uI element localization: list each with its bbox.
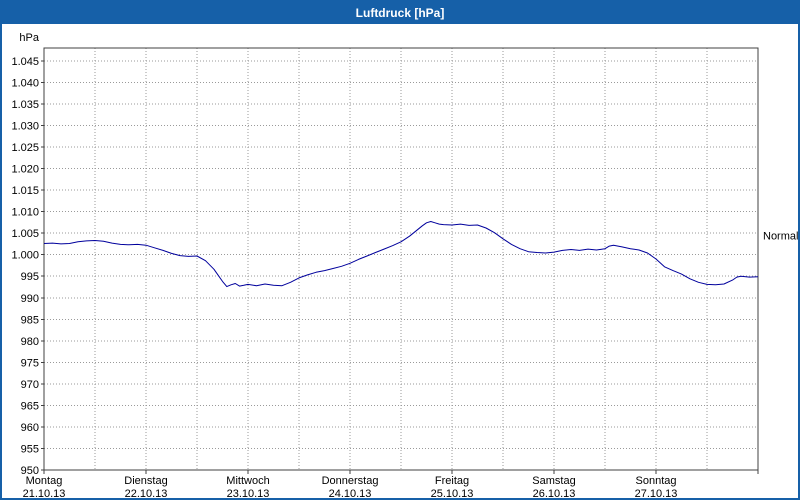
x-date-label: 21.10.13 — [23, 488, 66, 498]
y-tick-label: 1.045 — [11, 56, 39, 68]
y-tick-label: 985 — [21, 314, 39, 326]
y-tick-label: 980 — [21, 336, 39, 348]
normal-label: Normal — [763, 230, 798, 242]
y-tick-label: 1.015 — [11, 185, 39, 197]
y-axis-unit-label: hPa — [19, 32, 39, 44]
y-tick-label: 1.020 — [11, 164, 39, 176]
x-day-label: Donnerstag — [322, 475, 379, 487]
y-tick-label: 955 — [21, 443, 39, 455]
y-tick-label: 1.035 — [11, 99, 39, 111]
x-date-label: 26.10.13 — [533, 488, 576, 498]
x-day-label: Freitag — [435, 475, 469, 487]
plot-frame — [43, 47, 759, 471]
y-tick-label: 990 — [21, 293, 39, 305]
x-date-label: 24.10.13 — [329, 488, 372, 498]
y-tick-label: 950 — [21, 465, 39, 477]
y-tick-label: 975 — [21, 357, 39, 369]
y-tick-label: 970 — [21, 379, 39, 391]
x-day-label: Mittwoch — [226, 475, 269, 487]
x-date-label: 23.10.13 — [227, 488, 270, 498]
window-titlebar: Luftdruck [hPa] — [2, 2, 798, 24]
pressure-chart: 950 955 960 965 970 975 980 985 990 995 1.000 1.005… — [11, 32, 798, 498]
x-date-label: 27.10.13 — [635, 488, 678, 498]
x-day-label: Dienstag — [124, 475, 167, 487]
x-day-label: Samstag — [532, 475, 575, 487]
y-tick-label: 1.010 — [11, 207, 39, 219]
x-day-label: Montag — [26, 475, 63, 487]
y-tick-label: 1.040 — [11, 77, 39, 89]
y-tick-label: 960 — [21, 422, 39, 434]
x-day-label: Sonntag — [636, 475, 677, 487]
x-date-label: 25.10.13 — [431, 488, 474, 498]
y-tick-label: 1.000 — [11, 250, 39, 262]
y-tick-label: 1.005 — [11, 228, 39, 240]
window-title: Luftdruck [hPa] — [355, 6, 445, 20]
y-tick-label: 995 — [21, 271, 39, 283]
y-tick-label: 965 — [21, 400, 39, 412]
y-tick-label: 1.030 — [11, 121, 39, 133]
x-date-label: 22.10.13 — [125, 488, 168, 498]
chart-container: 950 955 960 965 970 975 980 985 990 995 1.000 1.005… — [2, 24, 798, 498]
pressure-line — [43, 221, 759, 288]
y-tick-label: 1.025 — [11, 142, 39, 154]
